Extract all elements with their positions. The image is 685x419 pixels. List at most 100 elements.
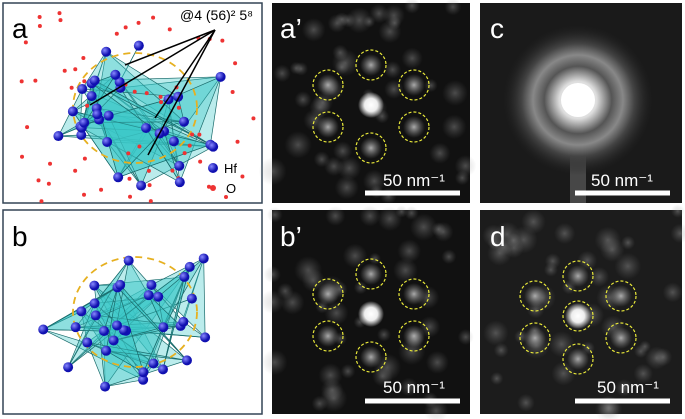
oxygen-atom <box>197 132 202 137</box>
noise-blob <box>615 379 633 397</box>
noise-blob <box>266 206 283 223</box>
dashed-circle <box>562 300 594 332</box>
noise-blob <box>620 235 636 250</box>
spot <box>360 54 382 76</box>
dashed-circle <box>355 49 387 81</box>
oxygen-atom <box>73 67 78 72</box>
noise-blob <box>614 252 642 280</box>
noise-blob <box>493 342 509 358</box>
oxygen-atom <box>48 161 53 166</box>
noise-blob <box>363 15 376 28</box>
oxygen-atom <box>206 184 211 189</box>
hafnium-atom <box>112 320 123 331</box>
polyhedron-face <box>163 131 180 167</box>
hafnium-atom <box>100 381 111 392</box>
noise-blob <box>424 398 449 419</box>
noise-blob <box>359 205 381 227</box>
hafnium-atom <box>89 298 100 309</box>
dashed-circle <box>398 320 430 352</box>
noise-blob <box>441 114 467 140</box>
noise-blob <box>263 265 281 283</box>
hafnium-atom <box>70 322 81 333</box>
noise-blob <box>425 350 449 374</box>
spot <box>360 137 382 159</box>
noise-blob <box>260 290 284 314</box>
noise-blob <box>340 363 356 379</box>
arrow <box>124 29 216 66</box>
hafnium-atom <box>92 109 103 120</box>
dashed-circle <box>562 260 594 292</box>
hafnium-atom <box>179 271 190 282</box>
oxygen-atom <box>99 187 104 192</box>
hafnium-atom <box>184 261 195 272</box>
oxygen-atom <box>132 89 137 94</box>
panel-label: a <box>12 13 28 44</box>
oxygen-atom <box>36 178 41 183</box>
hafnium-atom <box>157 364 168 375</box>
oxygen-atom <box>57 11 62 16</box>
noise-blob <box>517 393 535 412</box>
dashed-circle <box>355 132 387 164</box>
noise-blob <box>313 151 330 168</box>
hafnium-atom <box>38 324 49 335</box>
noise-blob <box>457 329 474 345</box>
dashed-circle <box>355 341 387 373</box>
central-spot <box>358 92 384 118</box>
oxygen-atom <box>176 105 181 110</box>
hafnium-atom <box>153 291 164 302</box>
oxygen-atom <box>82 156 87 161</box>
oxygen-atom <box>148 199 153 204</box>
noise-blob <box>483 320 509 346</box>
oxygen-atom <box>128 194 133 199</box>
hafnium-atom <box>133 40 144 51</box>
panel-label: b <box>12 221 28 252</box>
dashed-circle <box>519 280 551 312</box>
legend-marker <box>208 163 218 173</box>
noise-blob <box>353 280 368 295</box>
oxygen-atom <box>58 18 63 23</box>
hafnium-atom <box>63 362 74 373</box>
oxygen-atom <box>224 194 229 199</box>
oxygen-atom <box>220 38 225 43</box>
oxygen-atom <box>198 159 203 164</box>
noise-blob <box>294 61 309 76</box>
noise-blob <box>444 0 462 16</box>
dashed-circle <box>398 278 430 310</box>
dashed-circle <box>398 69 430 101</box>
hafnium-atom <box>114 76 125 87</box>
noise-blob <box>337 156 362 181</box>
noise-blob <box>258 157 287 186</box>
oxygen-atom <box>235 139 240 144</box>
oxygen-atom <box>62 68 67 73</box>
oxygen-atom <box>37 23 42 28</box>
hafnium-atom <box>179 116 190 127</box>
spot <box>610 285 632 307</box>
oxygen-atom <box>233 61 238 66</box>
noise-blob <box>273 64 291 83</box>
panel-label: a’ <box>280 13 302 44</box>
hafnium-atom <box>101 345 112 356</box>
spot <box>317 116 339 138</box>
noise-blob <box>588 266 610 287</box>
dashed-circle <box>398 111 430 143</box>
panel-label: d <box>490 221 506 252</box>
dashed-circle <box>312 320 344 352</box>
noise-blob <box>634 344 648 359</box>
dashed-circle <box>562 343 594 375</box>
hafnium-atom <box>123 255 134 266</box>
oxygen-atom <box>240 174 245 179</box>
noise-blob <box>261 349 288 376</box>
noise-blob <box>346 7 373 34</box>
noise-blob <box>331 49 359 77</box>
noise-blob <box>670 204 685 218</box>
spot <box>403 116 425 138</box>
noise-blob <box>320 384 348 412</box>
dashed-circle <box>355 258 387 290</box>
hafnium-atom <box>146 279 157 290</box>
noise-blob <box>442 80 468 106</box>
noise-blob <box>294 91 312 109</box>
guide-ring <box>72 256 198 368</box>
hafnium-atom <box>53 131 64 142</box>
hafnium-atom <box>181 355 192 366</box>
oxygen-atom <box>251 116 256 121</box>
